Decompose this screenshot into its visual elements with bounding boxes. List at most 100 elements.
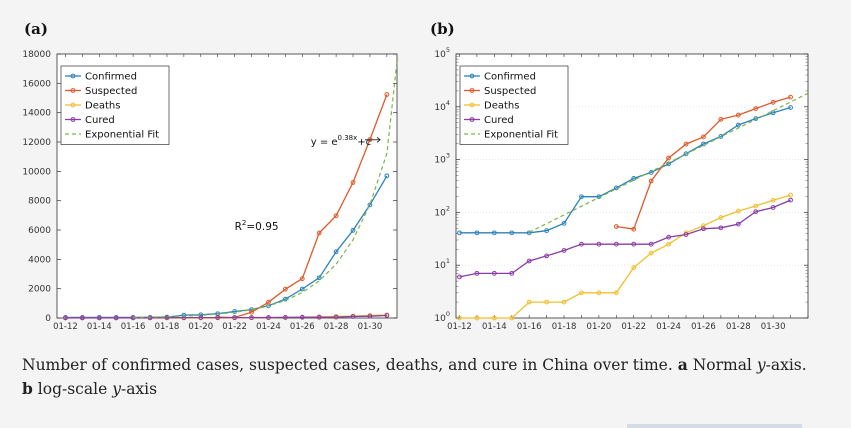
data-point-cured: [579, 241, 584, 247]
data-point-cured: [509, 270, 515, 276]
data-point-cured: [333, 314, 339, 320]
y-tick-label: 6000: [28, 226, 51, 236]
equation-annotation: y = e0.38x+c: [311, 134, 371, 148]
r-squared-annotation: R2=0.95: [235, 219, 279, 233]
data-point-cured: [215, 315, 221, 321]
axes-frame: [455, 53, 809, 319]
data-point-confirmed: [788, 105, 793, 110]
data-point-suspected: [266, 299, 271, 305]
y-tick-exponent: 0: [446, 310, 450, 318]
legend-label-deaths: Deaths: [484, 101, 519, 112]
data-point-cured: [561, 248, 567, 253]
data-point-suspected: [249, 309, 254, 315]
y-tick-base: 10: [434, 261, 446, 271]
data-point-suspected: [384, 92, 390, 97]
legend-marker-confirmed: [469, 73, 475, 79]
data-point-cured: [474, 270, 480, 276]
y-tick-label: 103: [434, 152, 450, 166]
data-point-cured: [198, 315, 204, 321]
data-point-cured: [384, 313, 390, 318]
caption-a-tail: -axis.: [765, 356, 807, 374]
y-tick-label: 0: [45, 314, 51, 324]
data-point-cured: [63, 315, 68, 321]
legend-marker-deaths: [469, 102, 475, 108]
data-point-confirmed: [457, 230, 462, 236]
equation-exponent: 0.38x: [338, 134, 358, 142]
y-tick-label: 102: [434, 204, 450, 218]
data-point-suspected: [735, 112, 741, 118]
chart-a-svg: 0 2000 4000 6000 8000 10000 12000 14000 16000 180…: [22, 50, 398, 332]
data-point-deaths: [718, 215, 724, 220]
x-tick-label: 01-12: [53, 322, 78, 332]
data-point-cured: [701, 226, 706, 232]
panel-a: (a) 0 2000 4000 6000 8000 10000 12000 14000 1600…: [0, 14, 420, 348]
series-line-exponential-fit: [133, 61, 398, 318]
data-point-deaths: [596, 290, 602, 296]
data-point-deaths: [788, 192, 793, 198]
data-point-confirmed: [526, 230, 532, 236]
data-point-deaths: [666, 241, 671, 247]
equation-base: y = e: [311, 137, 338, 148]
y-tick-label: 16000: [22, 79, 51, 89]
data-point-confirmed: [718, 134, 724, 139]
data-point-deaths: [457, 315, 462, 321]
data-point-confirmed: [509, 230, 515, 236]
data-point-cured: [596, 241, 602, 247]
data-point-cured: [491, 270, 497, 276]
caption-text: Number of confirmed cases, suspected cas…: [22, 356, 673, 374]
data-point-cured: [299, 314, 305, 320]
legend-label-suspected: Suspected: [85, 86, 137, 97]
data-point-cured: [753, 209, 759, 215]
data-point-cured: [282, 315, 288, 320]
legend-label-exponential-fit: Exponential Fit: [85, 130, 159, 141]
y-tick-exponent: 5: [446, 46, 450, 54]
data-point-deaths: [648, 250, 654, 256]
data-point-cured: [367, 313, 373, 319]
series-line-confirmed: [459, 106, 791, 234]
y-tick-exponent: 1: [446, 257, 450, 265]
equation-arrowhead: [376, 136, 381, 143]
data-point-suspected: [299, 276, 305, 282]
data-point-deaths: [579, 290, 584, 296]
data-point-suspected: [788, 94, 793, 100]
data-point-cured: [113, 315, 119, 321]
x-tick-label: 01-30: [358, 322, 383, 332]
y-tick-base: 10: [434, 156, 446, 166]
data-point-deaths: [526, 299, 532, 305]
data-point-confirmed: [350, 227, 356, 233]
r-squared-exponent: 2: [242, 219, 246, 227]
data-point-confirmed: [561, 220, 567, 226]
data-point-confirmed: [232, 309, 238, 314]
caption-b-tail: -axis: [120, 380, 158, 398]
data-point-cured: [631, 241, 637, 247]
legend-marker-deaths: [70, 102, 76, 108]
data-point-suspected: [701, 134, 706, 140]
data-point-cured: [770, 205, 776, 210]
legend-marker-suspected: [70, 88, 76, 93]
x-tick-label: 01-18: [155, 322, 180, 332]
x-tick-label: 01-20: [188, 322, 213, 332]
series-line-deaths: [459, 194, 791, 319]
caption-b-bold: b: [22, 379, 33, 398]
x-tick-label: 01-24: [656, 322, 681, 332]
y-tick-label: 8000: [28, 197, 51, 207]
data-point-confirmed: [316, 275, 322, 281]
caption-b-text: log-scale: [37, 380, 108, 398]
x-tick-label: 01-16: [517, 322, 542, 332]
data-point-suspected: [718, 116, 724, 122]
series-line-cured: [65, 314, 387, 319]
data-point-cured: [683, 232, 689, 237]
legend-label-cured: Cured: [484, 115, 514, 126]
panel-label-b: (b): [430, 20, 455, 38]
x-tick-label: 01-14: [482, 322, 507, 332]
data-point-confirmed: [491, 230, 497, 236]
y-tick-label: 101: [434, 257, 450, 271]
data-point-suspected: [753, 106, 759, 112]
data-point-cured: [147, 315, 153, 321]
legend-marker-cured: [469, 117, 475, 122]
y-tick-exponent: 4: [446, 99, 450, 107]
data-point-suspected: [648, 178, 654, 184]
data-point-confirmed: [631, 176, 637, 181]
data-point-deaths: [561, 299, 567, 305]
